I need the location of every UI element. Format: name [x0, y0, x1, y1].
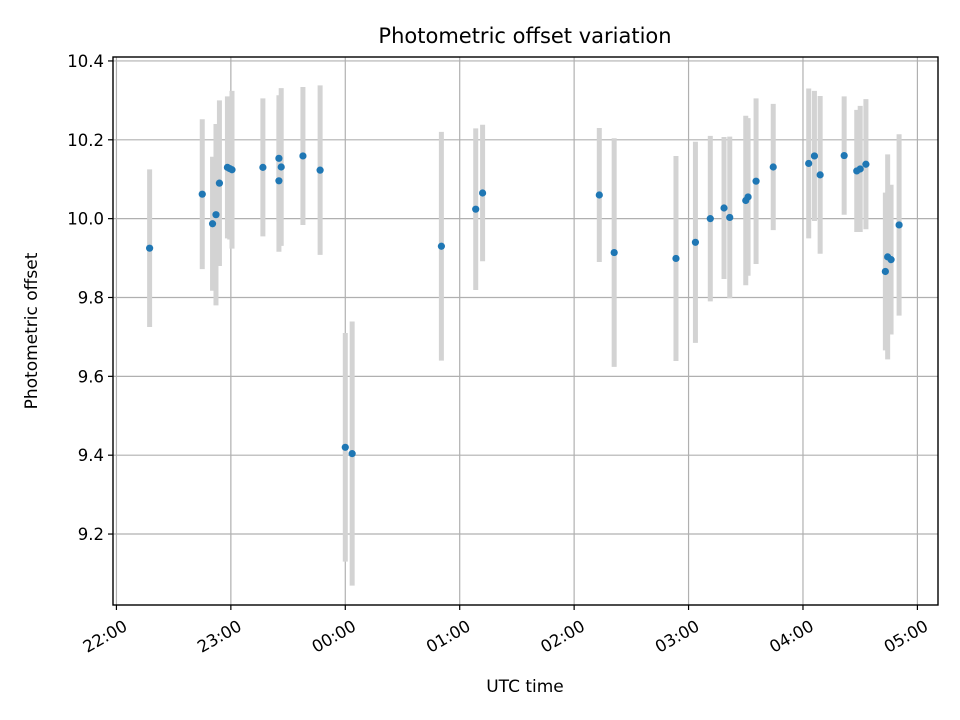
data-point	[895, 221, 903, 229]
data-point	[472, 205, 480, 213]
data-point	[744, 193, 752, 201]
plot-frame	[112, 56, 939, 606]
data-point	[862, 160, 870, 168]
y-tick-label: 10.2	[67, 131, 104, 150]
y-tick-label: 9.2	[78, 525, 104, 544]
chart-title: Photometric offset variation	[378, 24, 671, 48]
data-point	[816, 171, 824, 179]
data-point	[275, 177, 283, 185]
y-tick-label: 9.4	[78, 446, 104, 465]
grid-lines	[113, 57, 938, 605]
data-point	[706, 215, 714, 223]
data-point	[610, 248, 618, 257]
data-point	[805, 159, 813, 168]
data-point	[212, 211, 220, 219]
data-point	[726, 213, 734, 222]
data-point	[856, 165, 864, 173]
data-point	[752, 177, 760, 185]
y-axis-label: Photometric offset	[22, 252, 42, 409]
data-point	[208, 220, 217, 228]
y-tick-label: 10.4	[67, 52, 104, 71]
data-point	[840, 151, 848, 160]
data-point	[478, 189, 487, 197]
data-point	[277, 163, 285, 171]
data-point	[881, 267, 889, 276]
data-point	[672, 254, 680, 263]
data-point	[146, 244, 154, 252]
data-point	[228, 166, 236, 174]
y-tick-label: 10.0	[67, 210, 104, 229]
data-points	[146, 151, 903, 458]
data-point	[259, 163, 267, 171]
data-point	[275, 154, 283, 162]
data-point	[595, 191, 603, 199]
y-tick-label: 9.8	[78, 288, 104, 307]
data-point	[810, 152, 819, 160]
data-point	[198, 190, 206, 198]
data-point	[691, 238, 700, 246]
y-tick-label: 9.6	[78, 367, 104, 386]
data-point	[887, 256, 895, 264]
data-point	[316, 166, 324, 174]
data-point	[341, 443, 349, 451]
x-axis-label: UTC time	[486, 677, 564, 697]
data-point	[215, 179, 224, 187]
data-point	[437, 242, 445, 250]
data-point	[348, 450, 356, 458]
data-point	[720, 204, 728, 212]
data-point	[299, 152, 307, 160]
data-point	[769, 163, 777, 171]
